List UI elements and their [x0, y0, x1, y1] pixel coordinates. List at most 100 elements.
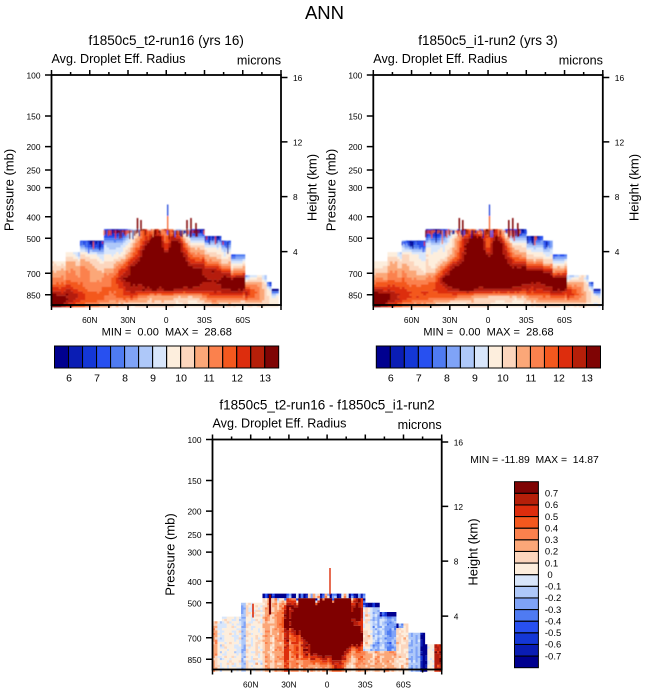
svg-text:Pressure (mb): Pressure (mb): [2, 149, 17, 231]
svg-text:MIN = -11.89 MAX = 14.87: MIN = -11.89 MAX = 14.87: [470, 455, 599, 466]
svg-text:30N: 30N: [120, 315, 135, 325]
svg-text:f1850c5_t2-run16 (yrs 16): f1850c5_t2-run16 (yrs 16): [89, 33, 244, 48]
svg-text:8: 8: [615, 192, 620, 202]
svg-text:MIN = 0.00 MAX = 28.68: MIN = 0.00 MAX = 28.68: [102, 327, 232, 339]
svg-text:-0.4: -0.4: [545, 616, 561, 627]
svg-text:150: 150: [348, 112, 362, 122]
svg-text:7: 7: [94, 372, 100, 384]
svg-text:-0.6: -0.6: [545, 640, 561, 651]
svg-text:6: 6: [388, 372, 394, 384]
svg-text:60N: 60N: [82, 315, 97, 325]
svg-text:60S: 60S: [557, 315, 572, 325]
svg-text:4: 4: [454, 612, 459, 622]
svg-text:11: 11: [525, 372, 536, 384]
svg-text:60N: 60N: [243, 679, 258, 689]
svg-text:100: 100: [27, 71, 41, 81]
svg-text:ANN: ANN: [305, 2, 344, 23]
svg-text:0.5: 0.5: [545, 512, 558, 523]
svg-text:Height (km): Height (km): [626, 154, 641, 221]
svg-text:Pressure (mb): Pressure (mb): [163, 513, 178, 595]
svg-text:microns: microns: [237, 54, 281, 68]
svg-text:0: 0: [325, 679, 330, 689]
svg-text:0.7: 0.7: [545, 489, 558, 500]
svg-text:Avg. Droplet Eff. Radius: Avg. Droplet Eff. Radius: [52, 52, 186, 66]
svg-text:200: 200: [348, 142, 362, 152]
svg-text:10: 10: [497, 372, 509, 384]
svg-text:100: 100: [348, 71, 362, 81]
svg-text:16: 16: [454, 438, 464, 448]
svg-text:4: 4: [615, 247, 620, 257]
svg-text:60S: 60S: [235, 315, 250, 325]
svg-text:850: 850: [27, 290, 41, 300]
svg-text:8: 8: [444, 372, 450, 384]
svg-text:8: 8: [122, 372, 128, 384]
svg-text:300: 300: [348, 183, 362, 193]
svg-text:microns: microns: [559, 54, 603, 68]
svg-text:250: 250: [348, 166, 362, 176]
svg-text:f1850c5_t2-run16 - f1850c5_i1-: f1850c5_t2-run16 - f1850c5_i1-run2: [219, 398, 434, 413]
svg-text:4: 4: [293, 247, 298, 257]
svg-text:700: 700: [348, 269, 362, 279]
svg-text:-0.7: -0.7: [545, 651, 561, 662]
svg-text:30N: 30N: [442, 315, 457, 325]
svg-text:200: 200: [188, 507, 202, 517]
svg-text:30S: 30S: [358, 679, 373, 689]
svg-text:300: 300: [27, 183, 41, 193]
svg-text:10: 10: [175, 372, 187, 384]
svg-text:30N: 30N: [281, 679, 296, 689]
svg-text:-0.3: -0.3: [545, 605, 561, 616]
svg-text:16: 16: [615, 73, 625, 83]
svg-text:60N: 60N: [404, 315, 419, 325]
svg-text:250: 250: [27, 166, 41, 176]
svg-text:f1850c5_i1-run2 (yrs 3): f1850c5_i1-run2 (yrs 3): [418, 33, 558, 48]
svg-text:12: 12: [553, 372, 565, 384]
svg-text:850: 850: [188, 655, 202, 665]
svg-text:Pressure (mb): Pressure (mb): [323, 149, 338, 231]
svg-text:-0.1: -0.1: [545, 582, 561, 593]
svg-text:0: 0: [164, 315, 169, 325]
svg-text:9: 9: [472, 372, 478, 384]
svg-text:200: 200: [27, 142, 41, 152]
svg-text:6: 6: [66, 372, 72, 384]
svg-text:Height (km): Height (km): [466, 518, 481, 585]
svg-text:12: 12: [293, 138, 303, 148]
svg-text:0.6: 0.6: [545, 500, 558, 511]
svg-text:Height (km): Height (km): [305, 154, 320, 221]
svg-text:500: 500: [188, 598, 202, 608]
svg-text:microns: microns: [398, 418, 442, 432]
svg-text:300: 300: [188, 548, 202, 558]
svg-text:13: 13: [581, 372, 593, 384]
svg-text:250: 250: [188, 530, 202, 540]
svg-text:100: 100: [188, 435, 202, 445]
svg-text:12: 12: [454, 502, 464, 512]
svg-text:-0.2: -0.2: [545, 593, 561, 604]
svg-text:11: 11: [204, 372, 215, 384]
svg-text:850: 850: [348, 290, 362, 300]
svg-text:12: 12: [231, 372, 243, 384]
svg-text:700: 700: [188, 633, 202, 643]
svg-text:500: 500: [27, 234, 41, 244]
svg-text:400: 400: [188, 577, 202, 587]
svg-text:150: 150: [27, 112, 41, 122]
svg-text:9: 9: [150, 372, 156, 384]
svg-text:0: 0: [486, 315, 491, 325]
svg-text:12: 12: [615, 138, 625, 148]
svg-text:16: 16: [293, 73, 303, 83]
svg-text:150: 150: [188, 476, 202, 486]
svg-text:MIN = 0.00 MAX = 28.68: MIN = 0.00 MAX = 28.68: [423, 327, 553, 339]
svg-text:8: 8: [293, 192, 298, 202]
svg-text:500: 500: [348, 234, 362, 244]
svg-text:30S: 30S: [197, 315, 212, 325]
svg-text:Avg. Droplet Eff. Radius: Avg. Droplet Eff. Radius: [213, 417, 347, 431]
svg-text:0.2: 0.2: [545, 547, 558, 558]
svg-text:0.4: 0.4: [545, 523, 558, 534]
svg-text:400: 400: [348, 212, 362, 222]
svg-text:13: 13: [259, 372, 271, 384]
svg-text:30S: 30S: [519, 315, 534, 325]
svg-text:0.3: 0.3: [545, 535, 558, 546]
svg-text:Avg. Droplet Eff. Radius: Avg. Droplet Eff. Radius: [373, 52, 507, 66]
svg-text:0: 0: [547, 570, 552, 581]
svg-text:0.1: 0.1: [545, 558, 558, 569]
svg-text:7: 7: [416, 372, 422, 384]
svg-text:-0.5: -0.5: [545, 628, 561, 639]
